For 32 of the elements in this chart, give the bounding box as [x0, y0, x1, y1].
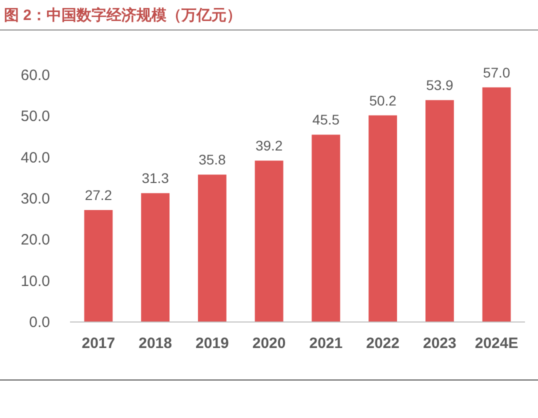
y-tick-label: 30.0 [20, 190, 50, 208]
x-tick-label: 2023 [423, 335, 456, 352]
data-label: 35.8 [198, 152, 226, 168]
bar [84, 210, 113, 322]
bar [141, 193, 170, 322]
x-tick-label: 2020 [252, 335, 286, 352]
y-tick-label: 60.0 [20, 67, 50, 84]
x-tick-label: 2024E [474, 335, 518, 352]
x-tick-label: 2021 [309, 335, 343, 352]
data-label: 31.3 [142, 170, 170, 186]
data-label: 27.2 [84, 187, 112, 204]
data-label: 50.2 [369, 92, 397, 108]
bar [312, 134, 340, 322]
y-tick-label: 50.0 [20, 108, 50, 126]
y-tick-label: 20.0 [20, 232, 50, 249]
data-label: 39.2 [255, 138, 283, 154]
y-tick-label: 10.0 [20, 272, 50, 290]
bar [254, 160, 284, 322]
chart-title: 图 2：中国数字经济规模（万亿元） [4, 6, 242, 24]
bar [198, 174, 226, 322]
bar [425, 100, 454, 322]
data-label: 45.5 [312, 112, 340, 128]
bar [368, 115, 398, 322]
y-tick-label: 40.0 [20, 149, 50, 166]
bar [482, 87, 511, 322]
data-label: 53.9 [426, 77, 454, 94]
x-tick-label: 2019 [196, 335, 229, 352]
x-tick-label: 2022 [366, 335, 400, 352]
data-label: 57.0 [482, 64, 510, 80]
x-tick-label: 2017 [82, 335, 116, 352]
x-tick-label: 2018 [138, 335, 172, 352]
y-tick-label: 0.0 [29, 314, 50, 331]
